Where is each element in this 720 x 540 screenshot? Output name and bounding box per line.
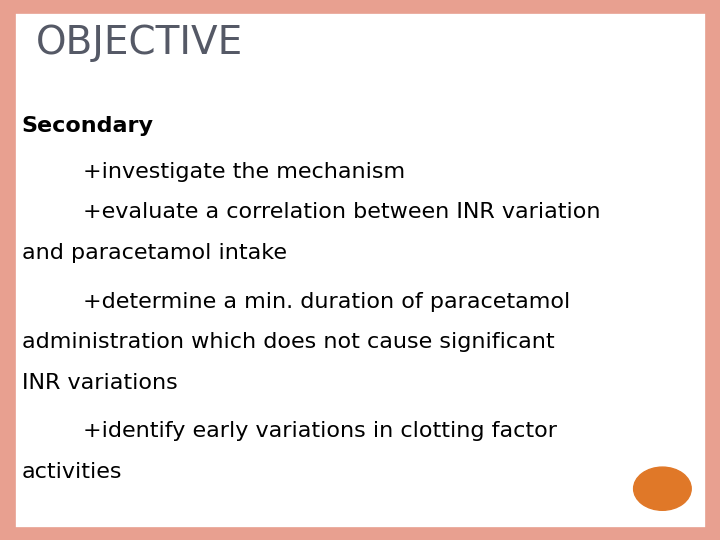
Text: +identify early variations in clotting factor: +identify early variations in clotting f… bbox=[83, 421, 557, 441]
Text: +investigate the mechanism: +investigate the mechanism bbox=[83, 162, 405, 182]
Text: administration which does not cause significant: administration which does not cause sign… bbox=[22, 332, 554, 352]
Text: activities: activities bbox=[22, 462, 122, 482]
Text: +determine a min. duration of paracetamol: +determine a min. duration of paracetamo… bbox=[83, 292, 570, 312]
Text: and paracetamol intake: and paracetamol intake bbox=[22, 243, 287, 263]
Text: OBJECTIVE: OBJECTIVE bbox=[36, 24, 243, 62]
Text: INR variations: INR variations bbox=[22, 373, 177, 393]
Text: +evaluate a correlation between INR variation: +evaluate a correlation between INR vari… bbox=[83, 202, 600, 222]
Text: Secondary: Secondary bbox=[22, 116, 153, 136]
Circle shape bbox=[634, 467, 691, 510]
